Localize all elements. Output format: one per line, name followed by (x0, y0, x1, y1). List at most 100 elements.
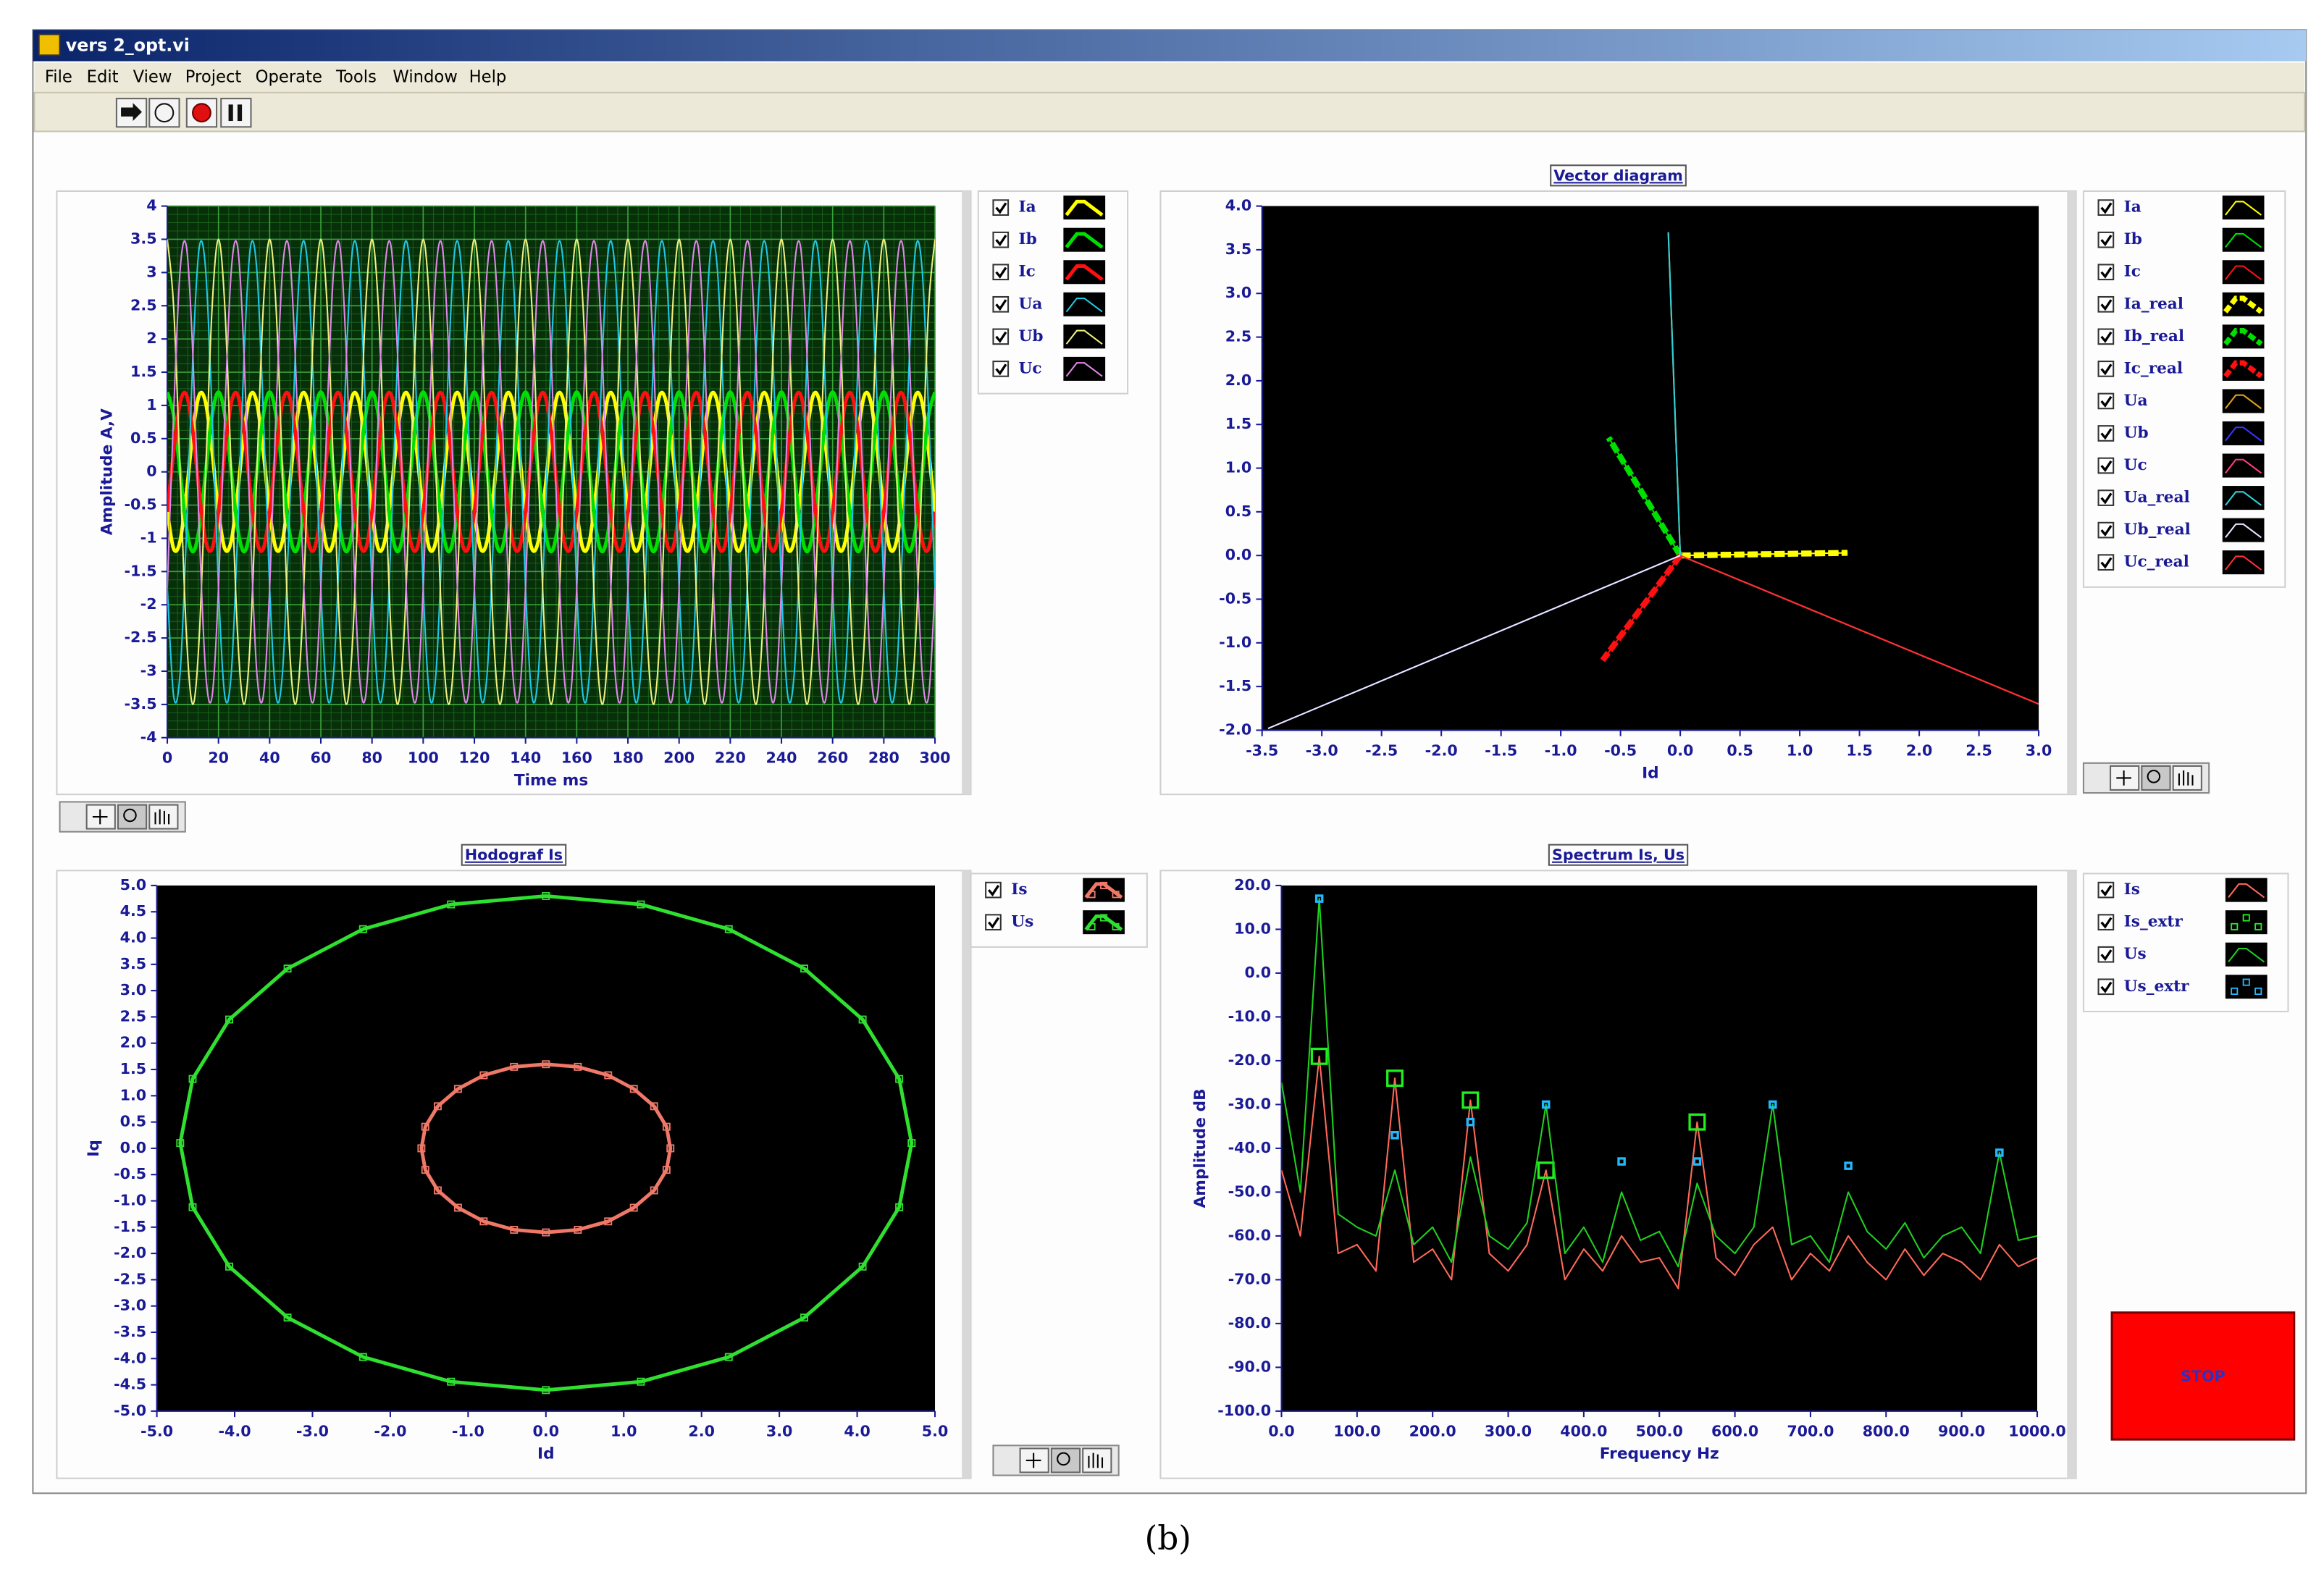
y-tick-label: 3.5 (1225, 240, 1252, 258)
data-marker (637, 1377, 645, 1386)
check-mark (2100, 885, 2113, 897)
data-marker (1617, 1157, 1626, 1166)
palette-icon (1088, 1452, 1104, 1468)
palette-icon (2147, 770, 2161, 783)
series-line (1606, 436, 1683, 558)
legend-swatch (2225, 232, 2262, 248)
palette-button[interactable] (2172, 765, 2202, 791)
legend-swatch-bg (1063, 196, 1106, 220)
series-line (1600, 553, 1683, 663)
x-tick-label: -2.0 (1425, 741, 1458, 759)
x-tick-label: 3.0 (2026, 741, 2052, 759)
x-tick-label: 280 (868, 749, 899, 767)
palette-button[interactable] (2141, 765, 2171, 791)
title-bar (33, 30, 2307, 62)
legend-label: Uc (2124, 456, 2147, 474)
x-tick-label: 5.0 (922, 1423, 949, 1440)
data-marker (433, 1102, 442, 1111)
data-marker (433, 1186, 442, 1195)
y-tick-label: -1.0 (1219, 634, 1251, 651)
y-tick-label: 0.5 (130, 429, 157, 447)
series-line (1679, 555, 2039, 705)
pause-button[interactable] (220, 98, 252, 128)
series-line (167, 390, 936, 553)
x-tick-label: 200 (663, 749, 695, 767)
legend-marker (2254, 987, 2262, 996)
data-marker (176, 1139, 185, 1148)
x-tick-label: 2.0 (1906, 741, 1933, 759)
y-tick-label: -50.0 (1228, 1182, 1271, 1200)
menu-item[interactable]: View (133, 68, 172, 87)
data-marker (858, 1262, 867, 1271)
y-tick-label: 4.0 (1225, 197, 1252, 214)
data-marker (417, 1144, 426, 1153)
data-marker (479, 1071, 488, 1080)
data-marker (542, 891, 550, 900)
palette-button[interactable] (117, 804, 148, 830)
legend-swatch (2223, 360, 2263, 379)
toolbar-buttons (115, 98, 252, 128)
y-tick-label: -30.0 (1228, 1095, 1271, 1112)
palette-icon (2178, 770, 2194, 786)
y-tick-label: -4 (140, 728, 157, 746)
menu-item[interactable]: Operate (256, 68, 322, 87)
palette-icon (154, 809, 170, 825)
legend-swatch (1084, 914, 1123, 931)
data-marker (1466, 1117, 1475, 1127)
x-tick-label: 140 (510, 749, 541, 767)
x-tick-label: 160 (561, 749, 592, 767)
data-marker (650, 1102, 658, 1111)
menu-item[interactable]: Help (469, 68, 507, 87)
x-tick-label: 100.0 (1333, 1423, 1380, 1440)
y-tick-label: -3 (140, 662, 157, 679)
x-tick-label: 400.0 (1560, 1423, 1607, 1440)
y-tick-label: -2 (140, 595, 157, 613)
menu-item[interactable]: Edit (87, 68, 119, 87)
data-marker (604, 1071, 613, 1080)
y-tick-label: -0.5 (124, 496, 156, 513)
legend-marker (2231, 987, 2239, 996)
y-tick-label: 1.5 (130, 363, 157, 380)
menu-item[interactable]: File (45, 68, 72, 87)
check-mark (2100, 525, 2113, 537)
data-marker (629, 1203, 638, 1212)
x-tick-label: 0.0 (1268, 1423, 1295, 1440)
stop-button[interactable] (2110, 1311, 2296, 1441)
x-tick-label: 40 (259, 749, 280, 767)
data-marker (637, 900, 645, 909)
x-axis-label: Id (1642, 764, 1659, 782)
data-marker (1688, 1113, 1706, 1131)
series-line (1281, 898, 2038, 1268)
data-marker (283, 964, 292, 973)
x-tick-label: 300.0 (1485, 1423, 1532, 1440)
palette-button[interactable] (1050, 1447, 1081, 1473)
legend-label: Is (2124, 880, 2140, 899)
data-marker (574, 1225, 582, 1234)
menu-item[interactable]: Tools (335, 68, 377, 87)
palette-button[interactable] (2110, 765, 2140, 791)
x-tick-label: 300 (920, 749, 951, 767)
check-mark (995, 266, 1007, 279)
y-tick-label: -70.0 (1228, 1270, 1271, 1287)
legend-label: Uc (1019, 359, 1042, 377)
data-marker (907, 1139, 916, 1148)
y-tick-label: -100.0 (1217, 1402, 1271, 1419)
legend-swatch-bg (1083, 878, 1125, 902)
data-marker (188, 1075, 197, 1083)
menu-item[interactable]: Project (185, 68, 242, 87)
x-tick-label: 700.0 (1787, 1423, 1834, 1440)
legend-marker (1088, 891, 1096, 899)
chart-title: Vector diagram (1553, 167, 1682, 184)
legend-marker (1112, 891, 1120, 899)
legend-swatch-bg (2222, 227, 2265, 252)
legend-swatch (1065, 362, 1103, 377)
x-tick-label: -5.0 (140, 1423, 173, 1440)
x-tick-label: 500.0 (1636, 1423, 1683, 1440)
palette-button[interactable] (1019, 1447, 1049, 1473)
chart-title: Hodograf Is (465, 846, 563, 864)
run-continuous-button[interactable] (148, 98, 180, 128)
check-mark (2100, 266, 2113, 279)
menu-item[interactable]: Window (393, 68, 457, 87)
data-marker (1461, 1091, 1480, 1109)
x-tick-label: 100 (408, 749, 439, 767)
